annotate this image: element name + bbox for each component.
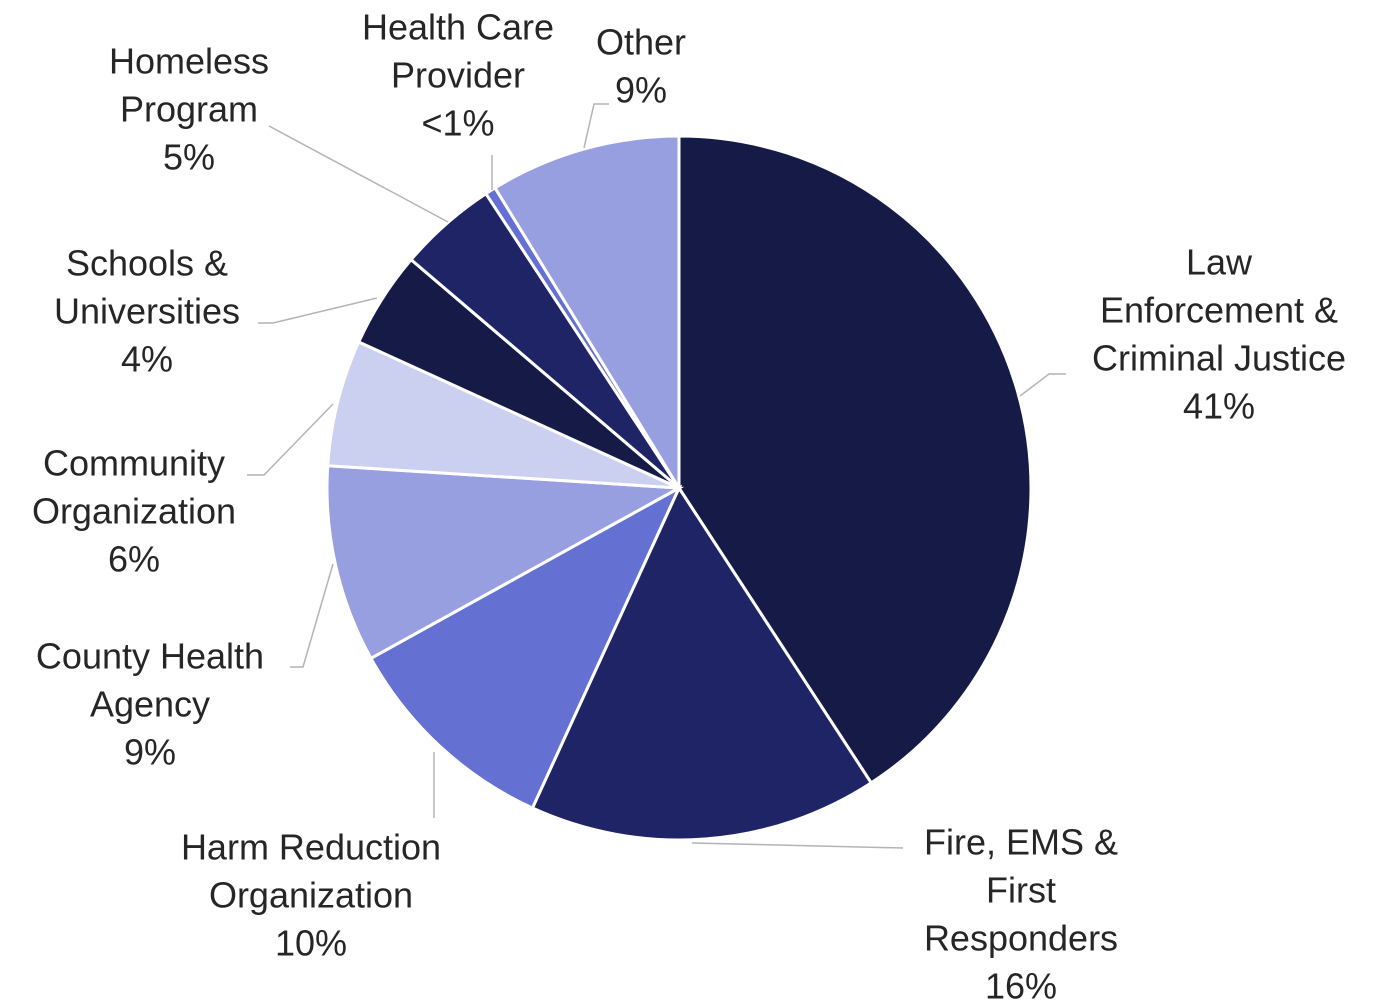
data-label-name-line: Schools & xyxy=(66,243,228,284)
data-label-name-line: Homeless xyxy=(109,41,269,82)
labels-layer: Law Enforcement & Criminal Justice 41% Fire,… xyxy=(32,7,1346,1005)
data-label-name-line: Community xyxy=(43,443,225,484)
data-label-percent: 9% xyxy=(124,732,176,773)
data-label-name-line: Universities xyxy=(54,291,240,332)
leader-line-law-enforcement-criminal-justice xyxy=(1019,373,1066,397)
data-label-percent: 10% xyxy=(275,923,347,964)
leader-line-other xyxy=(583,103,609,149)
data-label-percent: 9% xyxy=(615,70,667,111)
pie-slice-other xyxy=(492,134,681,494)
leader-line-fire-ems-first-responders xyxy=(691,842,904,849)
pie-slice-harm-reduction-organization xyxy=(368,484,683,811)
pie-slice-fire-ems-first-responders xyxy=(530,484,874,842)
data-label-name-line: First xyxy=(986,870,1056,911)
data-label-name-line: Organization xyxy=(209,875,413,916)
data-label-community-organization: Community Organization 6% xyxy=(32,443,236,580)
data-label-homeless-program: Homeless Program 5% xyxy=(109,41,269,178)
data-label-schools-universities: Schools & Universities 4% xyxy=(54,243,240,380)
data-label-name-line: Fire, EMS & xyxy=(924,822,1118,863)
data-label-name-line: Program xyxy=(120,89,258,130)
data-label-name-line: Harm Reduction xyxy=(181,827,441,868)
data-label-percent: 6% xyxy=(108,539,160,580)
data-label-name-line: Agency xyxy=(90,684,210,725)
data-label-percent: 16% xyxy=(985,966,1057,1005)
slices-layer xyxy=(325,134,1033,842)
leaders-layer xyxy=(247,103,1066,849)
data-label-harm-reduction-organization: Harm Reduction Organization 10% xyxy=(181,827,441,964)
leader-line-community-organization xyxy=(247,403,334,476)
data-label-name-line: Provider xyxy=(391,55,525,96)
pie-slice-community-organization xyxy=(326,339,680,490)
data-label-health-care-provider: Health Care Provider <1% xyxy=(362,7,554,144)
data-label-name-line: Enforcement & xyxy=(1100,290,1338,331)
data-label-percent: 4% xyxy=(121,339,173,380)
leader-line-county-health-agency xyxy=(290,563,334,668)
data-label-fire-ems-first-responders: Fire, EMS & First Responders 16% xyxy=(924,822,1118,1005)
data-label-other: Other 9% xyxy=(596,22,686,111)
data-label-percent: 41% xyxy=(1183,386,1255,427)
data-label-county-health-agency: County Health Agency 9% xyxy=(36,636,264,773)
data-label-percent: <1% xyxy=(421,103,494,144)
pie-slice-county-health-agency xyxy=(325,464,685,661)
data-label-name-line: Health Care xyxy=(362,7,554,48)
leader-line-schools-universities xyxy=(258,297,378,324)
data-label-name-line: Responders xyxy=(924,918,1118,959)
data-label-name-line: Criminal Justice xyxy=(1092,338,1346,379)
data-label-law-enforcement-criminal-justice: Law Enforcement & Criminal Justice 41% xyxy=(1092,242,1346,427)
data-label-name-line: Other xyxy=(596,22,686,63)
data-label-name-line: County Health xyxy=(36,636,264,677)
data-label-name-line: Organization xyxy=(32,491,236,532)
leader-line-homeless-program xyxy=(268,125,449,223)
data-label-name-line: Law xyxy=(1186,242,1253,283)
data-label-percent: 5% xyxy=(163,137,215,178)
